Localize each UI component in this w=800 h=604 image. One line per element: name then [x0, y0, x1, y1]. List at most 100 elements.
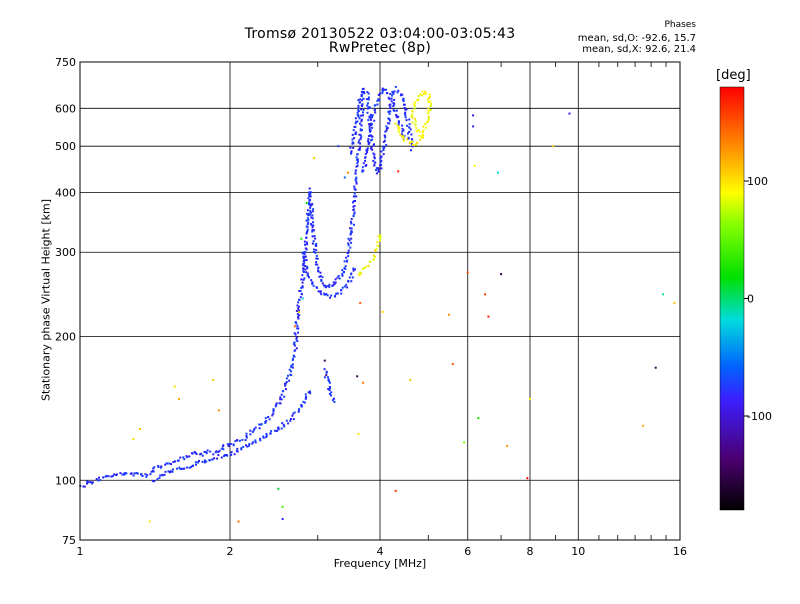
- echo-point-o: [368, 125, 371, 128]
- echo-point-o: [396, 116, 399, 119]
- echo-point-o: [119, 472, 122, 475]
- echo-point-o: [359, 134, 362, 137]
- scatter-point: [506, 444, 509, 447]
- echo-point-o: [182, 456, 185, 459]
- echo-point-o: [370, 123, 373, 125]
- echo-point-o: [245, 434, 248, 437]
- echo-point-o: [373, 161, 376, 164]
- echo-point-x: [426, 120, 429, 123]
- echo-point-o: [358, 117, 361, 120]
- echo-point-o: [373, 157, 376, 160]
- echo-point-x: [397, 126, 400, 129]
- echo-point-o: [388, 98, 391, 101]
- echo-point-x: [422, 125, 425, 128]
- echo-point-x: [406, 138, 409, 141]
- echo-point-o: [401, 124, 404, 127]
- echo-point-o: [156, 478, 159, 481]
- scatter-point: [343, 176, 346, 179]
- echo-point-o: [305, 236, 308, 239]
- echo-point-o: [368, 130, 371, 133]
- echo-point-o: [381, 87, 384, 90]
- echo-point-o: [303, 401, 306, 404]
- echo-point-o: [330, 394, 332, 397]
- echo-point-o: [368, 129, 371, 131]
- echo-point-o: [288, 368, 291, 371]
- echo-point-o: [297, 301, 300, 304]
- echo-point-x: [411, 116, 414, 119]
- echo-point-o: [306, 241, 308, 244]
- echo-point-o: [392, 92, 395, 95]
- echo-point-o: [152, 467, 155, 470]
- scatter-point: [359, 301, 362, 304]
- echo-point-o: [360, 114, 363, 117]
- echo-point-o: [308, 187, 311, 190]
- echo-point-x: [417, 95, 420, 97]
- echo-point-o: [369, 139, 372, 142]
- x-tick-label: 4: [377, 545, 384, 558]
- echo-point-o: [303, 251, 306, 254]
- echo-point-o: [355, 176, 358, 179]
- echo-point-o: [297, 307, 300, 310]
- x-tick-label: 10: [571, 545, 585, 558]
- echo-point-o: [150, 470, 153, 473]
- echo-point-x: [358, 273, 361, 276]
- x-tick-label: 2: [227, 545, 234, 558]
- echo-point-o: [306, 212, 308, 215]
- echo-point-o: [267, 416, 270, 418]
- echo-point-o: [296, 340, 299, 342]
- echo-point-o: [183, 458, 186, 461]
- echo-point-x: [422, 129, 425, 132]
- echo-point-o: [327, 380, 330, 383]
- echo-point-o: [401, 130, 404, 133]
- echo-point-o: [234, 440, 237, 443]
- echo-point-o: [393, 90, 396, 93]
- echo-point-o: [362, 162, 365, 165]
- echo-point-o: [198, 460, 200, 462]
- echo-point-o: [310, 223, 313, 226]
- echo-point-x: [427, 101, 430, 103]
- echo-point-o: [369, 116, 372, 119]
- echo-point-o: [366, 151, 369, 154]
- y-tick-label: 600: [55, 102, 76, 115]
- echo-point-o: [264, 421, 267, 424]
- echo-point-o: [328, 285, 331, 288]
- scatter-point: [484, 293, 487, 296]
- echo-point-o: [296, 304, 299, 307]
- echo-point-o: [240, 447, 243, 450]
- echo-point-o: [309, 195, 312, 198]
- echo-point-o: [359, 142, 362, 145]
- scatter-point: [552, 145, 555, 148]
- axis-ticks: 1 2 4 6 8 10 16 75 100 200 300 400 500 600 750: [55, 56, 687, 558]
- echo-point-o: [367, 102, 369, 105]
- echo-point-o: [284, 388, 287, 391]
- echo-point-o: [280, 398, 283, 401]
- echo-point-o: [251, 430, 254, 433]
- echo-point-x: [421, 131, 424, 133]
- echo-point-o: [235, 450, 238, 452]
- echo-point-x: [419, 138, 422, 141]
- echo-point-o: [354, 268, 356, 271]
- echo-point-o: [95, 478, 98, 481]
- echo-point-o: [381, 90, 384, 93]
- echo-point-o: [329, 387, 331, 389]
- echo-point-o: [355, 182, 358, 185]
- echo-point-o: [344, 265, 347, 268]
- echo-point-o: [305, 395, 308, 398]
- echo-point-o: [373, 104, 376, 107]
- echo-point-o: [380, 155, 383, 158]
- echo-point-o: [410, 142, 413, 145]
- echo-point-o: [270, 430, 273, 433]
- echo-point-o: [272, 410, 275, 413]
- echo-point-o: [213, 457, 216, 460]
- echo-point-o: [195, 463, 197, 466]
- echo-point-o: [353, 187, 356, 190]
- echo-point-o: [357, 115, 360, 118]
- echo-point-o: [262, 436, 265, 439]
- echo-point-o: [312, 284, 315, 287]
- echo-point-o: [376, 100, 379, 102]
- echo-point-x: [428, 95, 431, 98]
- echo-point-o: [302, 255, 305, 258]
- echo-point-o: [406, 124, 409, 127]
- echo-point-o: [384, 136, 387, 139]
- echo-point-o: [367, 140, 370, 143]
